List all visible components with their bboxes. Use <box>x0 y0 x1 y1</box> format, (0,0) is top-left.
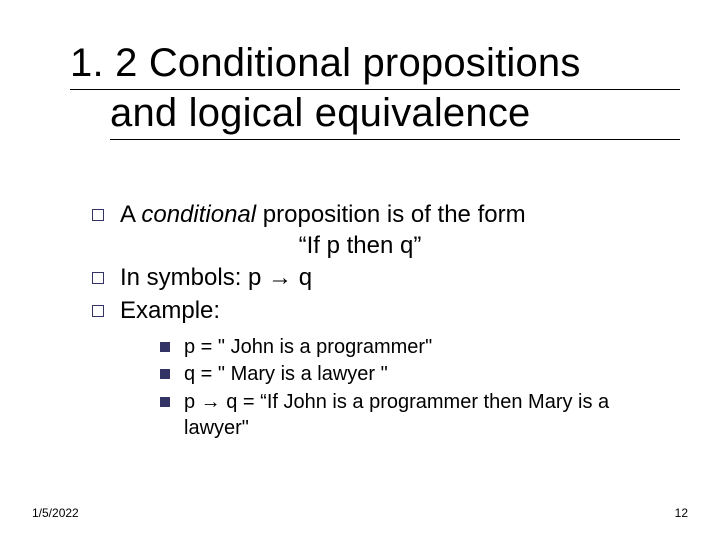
sub-bullet-item: p = " John is a programmer" <box>160 335 660 361</box>
sub-bullet-text: p → q = “If John is a programmer then Ma… <box>184 391 609 439</box>
sub-bullet-item: q = " Mary is a lawyer " <box>160 362 660 388</box>
title-line-1: 1. 2 Conditional propositions <box>70 40 680 90</box>
sub-bullet-list: p = " John is a programmer" q = " Mary i… <box>120 335 660 441</box>
slide: 1. 2 Conditional propositions and logica… <box>0 0 720 540</box>
bullet-item: In symbols: p → q <box>92 263 660 294</box>
bullet-item: Example: p = " John is a programmer" q =… <box>92 296 660 441</box>
bullet-item: A conditional proposition is of the form… <box>92 200 660 261</box>
sub-bullet-item: p → q = “If John is a programmer then Ma… <box>160 390 660 441</box>
bullet-list: A conditional proposition is of the form… <box>92 200 660 441</box>
bullet-text: In symbols: p → q <box>120 264 312 291</box>
slide-body: A conditional proposition is of the form… <box>92 200 660 443</box>
sub-bullet-text: p = " John is a programmer" <box>184 336 432 358</box>
footer-page-number: 12 <box>675 506 688 520</box>
bullet-centered-line: “If p then q” <box>120 231 600 262</box>
title-line-2: and logical equivalence <box>110 90 680 140</box>
footer-date: 1/5/2022 <box>32 506 79 520</box>
sub-bullet-text: q = " Mary is a lawyer " <box>184 363 388 385</box>
bullet-text-prefix: A <box>120 201 141 228</box>
bullet-text: Example: <box>120 297 220 324</box>
bullet-text-rest: proposition is of the form <box>256 201 525 228</box>
bullet-text-italic: conditional <box>141 201 256 228</box>
slide-title: 1. 2 Conditional propositions and logica… <box>70 40 680 140</box>
